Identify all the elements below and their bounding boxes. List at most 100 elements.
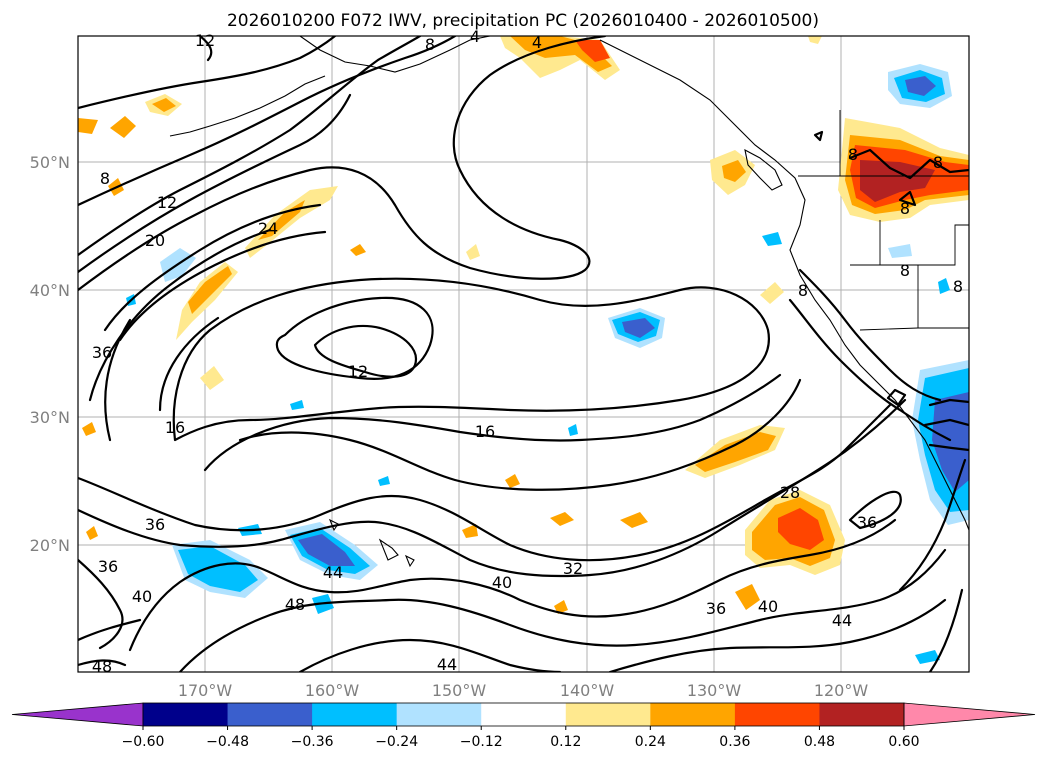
precip-area-pos [735, 584, 760, 610]
iwv-contour-24 [923, 418, 969, 427]
precip-area-pos [554, 600, 568, 614]
map-content [78, 36, 969, 672]
precip-area-pos [82, 422, 96, 436]
iwv-contour-28 [118, 230, 327, 342]
contour-label: 40 [132, 587, 152, 606]
precip-area-pos [760, 282, 784, 304]
iwv-contour-48 [928, 588, 964, 672]
precip-area-pos [860, 160, 935, 202]
colorbar: −0.60 −0.48 −0.36 −0.24 −0.12 0.12 0.24 0.36 0.4… [11, 702, 1036, 750]
colorbar-ticks: −0.60 −0.48 −0.36 −0.24 −0.12 0.12 0.24 0.36 0.4… [122, 726, 920, 750]
iwv-contour-44 [78, 618, 142, 642]
precip-area-pos [245, 186, 338, 258]
iwv-contour-40 [898, 458, 967, 592]
precip-area-neg [178, 546, 258, 592]
iwv-contour-32 [158, 316, 220, 412]
iwv-contour-12 [798, 268, 942, 402]
lat-label: 40°N [30, 281, 70, 300]
colorbar-tick-label: −0.48 [206, 734, 249, 750]
precip-area-pos [350, 244, 366, 256]
colorbar-tick-label: 0.24 [635, 734, 666, 750]
precip-area-pos [188, 266, 232, 314]
contour-label: 8 [953, 277, 963, 296]
colorbar-tick-label: −0.60 [122, 734, 165, 750]
iwv-contour-36 [848, 490, 902, 530]
precip-area-pos [778, 508, 824, 550]
iwv-contour-16 [78, 36, 607, 292]
iwv-contours [78, 36, 969, 672]
contour-label: 36 [706, 599, 726, 618]
iwv-contour-20 [78, 93, 352, 274]
precip-area-pos [200, 366, 224, 390]
contour-label: 44 [437, 655, 457, 674]
precip-area-pos [808, 36, 822, 44]
iwv-contour-36 [78, 558, 124, 650]
borders [798, 110, 969, 331]
contour-label: 8 [100, 169, 110, 188]
contour-label: 12 [157, 193, 177, 212]
iwv-contour-40 [128, 518, 897, 652]
colorbar-tick-label: 0.48 [804, 734, 835, 750]
colorbar-extend-max [903, 702, 1036, 727]
contour-labels: 12 8 4 4 8 8 8 8 8 12 20 24 36 12 16 16 … [92, 27, 963, 676]
colorbar-tick-label: −0.36 [291, 734, 334, 750]
iwv-contour-8 [78, 36, 337, 110]
contour-label: 8 [425, 35, 435, 54]
lon-label: 130°W [687, 681, 742, 700]
precip-area-neg [932, 392, 969, 492]
iwv-contour-48 [78, 659, 127, 667]
precip-area-neg [762, 232, 782, 246]
iwv-contour-32 [78, 398, 907, 578]
precip-shading [78, 36, 969, 664]
precip-area-pos [505, 474, 520, 488]
precip-area-pos [722, 160, 746, 182]
contour-label: 44 [323, 563, 343, 582]
coastline-north-america [599, 39, 969, 531]
colorbar-cells [11, 702, 1036, 727]
contour-label: 16 [475, 422, 495, 441]
contour-label: 48 [285, 595, 305, 614]
iwv-contour-48 [608, 598, 947, 672]
contour-label: 4 [532, 33, 542, 52]
precip-area-pos [550, 512, 574, 526]
precip-area-pos [78, 118, 98, 134]
coastline-aleutian-islands [169, 75, 326, 137]
lon-label: 140°W [560, 681, 615, 700]
contour-label: 40 [758, 597, 778, 616]
contour-label: 8 [900, 199, 910, 218]
coastline-alaska-peninsula [299, 36, 491, 73]
lon-label: 160°W [305, 681, 360, 700]
colorbar-tick-label: −0.24 [375, 734, 418, 750]
iwv-contour-20 [928, 398, 969, 407]
contour-label: 40 [492, 573, 512, 592]
contour-label: 36 [92, 343, 112, 362]
contour-label: 44 [832, 611, 852, 630]
precip-area-neg [290, 400, 304, 410]
iwv-contour-8 [848, 148, 969, 180]
iwv-contour-16 [78, 36, 422, 257]
iwv-contour-36 [88, 228, 272, 402]
iwv-contour-16 [788, 298, 952, 442]
contour-label: 32 [563, 559, 583, 578]
map-title: 2026010200 F072 IWV, precipitation PC (2… [227, 11, 819, 31]
colorbar-tick-label: 0.12 [550, 734, 581, 750]
precip-area-neg [568, 424, 578, 436]
precip-area-neg [938, 278, 950, 294]
lon-label: 150°W [432, 681, 487, 700]
coastlines [169, 36, 969, 568]
iwv-contour-8 [886, 388, 907, 407]
iwv-contour-24 [238, 378, 802, 491]
contour-label: 12 [195, 31, 215, 50]
contour-label: 8 [900, 261, 910, 280]
coastline-hawaii [328, 518, 339, 532]
precip-area-neg [378, 476, 390, 486]
contour-label: 28 [780, 483, 800, 502]
iwv-contour-36 [104, 318, 132, 442]
iwv-contour-8 [313, 324, 418, 378]
lat-label: 20°N [30, 536, 70, 555]
colorbar-tick-label: 0.60 [888, 734, 919, 750]
contour-label: 36 [145, 515, 165, 534]
colorbar-cell [396, 703, 482, 726]
lat-label: 50°N [30, 153, 70, 172]
